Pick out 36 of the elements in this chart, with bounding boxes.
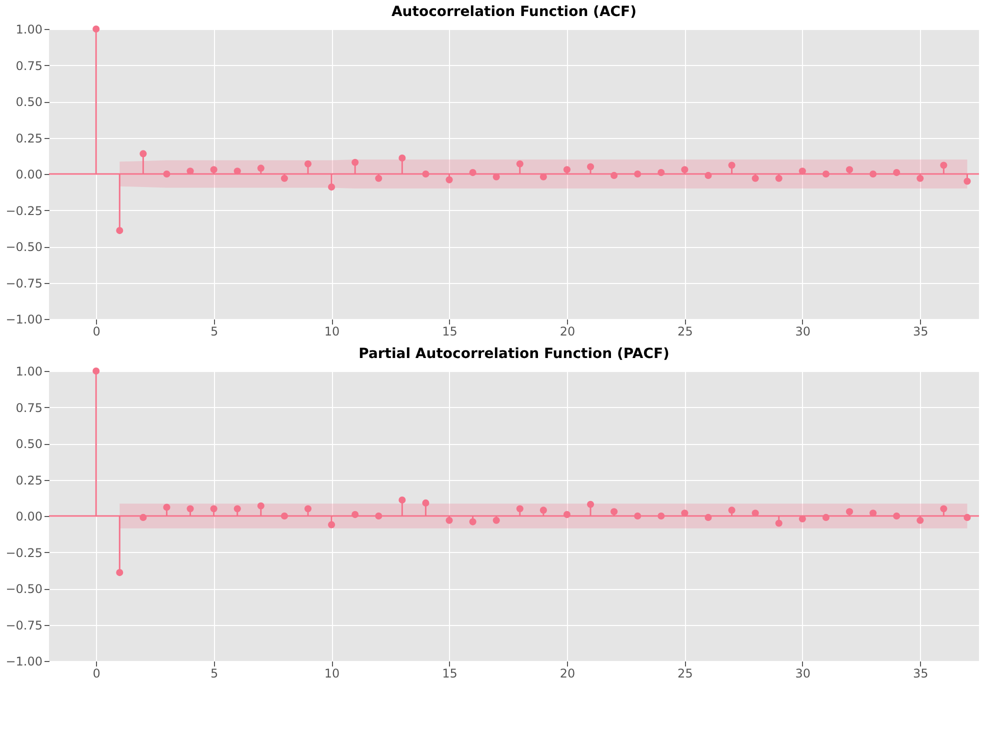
x-tick-label: 0 — [92, 666, 100, 680]
x-tick-label: 35 — [913, 666, 928, 680]
y-tick-label: 1.00 — [16, 22, 42, 36]
x-tick-label: 5 — [210, 324, 218, 338]
y-tick-label: −0.75 — [6, 276, 42, 290]
x-tick-label: 5 — [210, 666, 218, 680]
x-tick-label: 25 — [678, 666, 693, 680]
y-tick-label: 0.50 — [16, 95, 42, 109]
y-tick-label: −0.75 — [6, 618, 42, 632]
y-tick-label: 0.25 — [16, 131, 42, 146]
x-tick-label: 15 — [442, 666, 458, 680]
y-tick-label: 0.00 — [16, 168, 42, 182]
x-tick-label: 30 — [795, 666, 811, 680]
y-tick-label: −0.50 — [6, 240, 42, 254]
x-tick-label: 30 — [795, 324, 811, 338]
y-tick-label: −1.00 — [6, 654, 42, 668]
x-tick-label: 15 — [442, 324, 458, 338]
x-tick-label: 10 — [324, 324, 340, 338]
y-tick-label: −0.25 — [6, 546, 42, 560]
x-tick-label: 25 — [678, 324, 693, 338]
y-tick-label: 0.25 — [16, 473, 42, 488]
x-tick-label: 0 — [92, 324, 100, 338]
chart-title: Autocorrelation Function (ACF) — [391, 4, 637, 20]
chart-title: Partial Autocorrelation Function (PACF) — [358, 346, 670, 362]
y-tick-label: −1.00 — [6, 312, 42, 326]
y-tick-label: 0.75 — [16, 58, 42, 73]
x-tick-label: 35 — [913, 324, 928, 338]
x-tick-label: 20 — [560, 324, 576, 338]
y-tick-label: 0.50 — [16, 437, 42, 451]
y-tick-label: 1.00 — [16, 364, 42, 378]
x-tick-label: 10 — [324, 666, 340, 680]
x-tick-label: 20 — [560, 666, 576, 680]
y-tick-label: −0.25 — [6, 204, 42, 218]
y-tick-label: 0.00 — [16, 510, 42, 524]
y-tick-label: −0.50 — [6, 582, 42, 596]
y-tick-label: 0.75 — [16, 400, 42, 415]
